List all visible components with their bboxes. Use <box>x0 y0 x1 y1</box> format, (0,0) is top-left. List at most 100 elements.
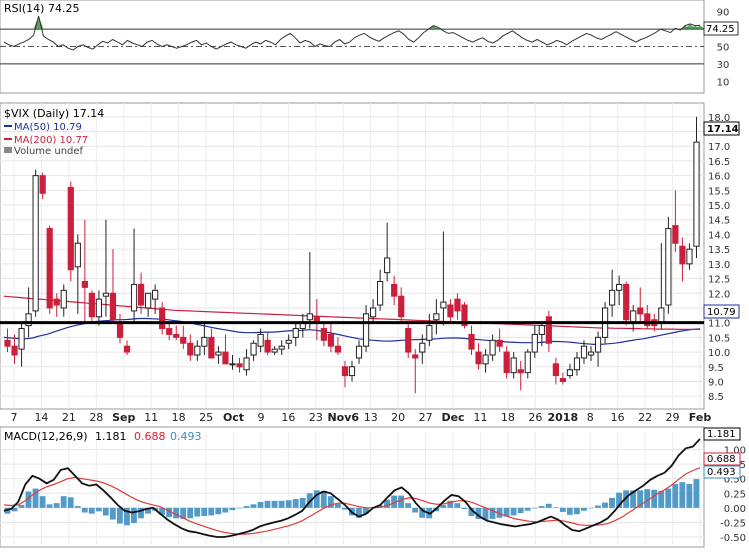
macd-histogram-bar <box>88 507 95 514</box>
x-axis-label: 27 <box>419 411 433 424</box>
candle-body <box>475 351 482 365</box>
candle <box>180 325 187 350</box>
candle <box>334 337 342 356</box>
candle <box>644 305 651 329</box>
macd-histogram-bar <box>356 507 362 518</box>
candle <box>187 334 194 361</box>
candle <box>475 343 482 370</box>
price-tick-label: 12.0 <box>708 289 730 300</box>
macd-histogram-bar <box>566 507 573 515</box>
macd-line <box>3 438 701 538</box>
x-axis-label: 14 <box>34 411 48 424</box>
x-axis-label: 11 <box>473 411 487 424</box>
candle-body <box>102 292 110 297</box>
signal-value-box <box>703 452 741 466</box>
macd-histogram-bar <box>609 497 615 508</box>
candle-body <box>447 304 454 318</box>
candle-body <box>250 342 257 356</box>
x-axis-label: 18 <box>501 411 515 424</box>
x-axis-label: 2018 <box>547 411 578 424</box>
candle-body <box>398 295 405 318</box>
candle <box>566 363 574 379</box>
candle <box>341 360 349 388</box>
ma50-price-label: 10.79 <box>707 307 736 318</box>
macd-histogram-bar <box>25 491 32 508</box>
macd-histogram-bar <box>545 503 552 508</box>
candle-body <box>285 339 292 344</box>
candle <box>264 331 271 356</box>
last-price-box <box>703 121 740 136</box>
candle <box>482 349 489 373</box>
candle-body <box>517 369 524 374</box>
macd-histogram-bar <box>95 507 102 512</box>
candle <box>88 290 95 323</box>
candle <box>222 334 229 365</box>
candle <box>517 360 524 391</box>
candle-body <box>306 313 313 321</box>
macd-histogram-bar <box>145 507 151 514</box>
candle <box>95 290 103 326</box>
candle <box>454 293 461 320</box>
macd-histogram-bar <box>440 504 447 508</box>
candle-body <box>32 175 39 312</box>
macd-histogram-bar <box>257 502 264 508</box>
candle-body <box>4 339 11 347</box>
price-tick-label: 17.0 <box>708 142 730 153</box>
price-tick-labels: 18.017.517.016.516.015.515.014.514.013.5… <box>708 113 730 403</box>
macd-histogram-bar <box>341 507 348 510</box>
macd-tick-label: 0.25 <box>724 489 746 500</box>
macd-histogram-bar <box>503 507 510 517</box>
candle <box>39 172 46 200</box>
candle-body <box>545 316 552 344</box>
candle-body <box>166 328 173 335</box>
rsi-legend: RSI(14) 74.25 <box>4 2 79 15</box>
rsi-tick-label: 30 <box>717 60 730 71</box>
macd-histogram-bar <box>651 489 658 508</box>
macd-histogram-bar <box>194 507 201 517</box>
candle-body <box>145 292 152 309</box>
macd-histogram-bar <box>531 507 538 509</box>
candle-body <box>454 298 461 312</box>
candle <box>510 352 517 379</box>
price-tick-label: 8.5 <box>708 392 724 403</box>
candle-body <box>362 313 370 347</box>
macd-histogram-bar <box>398 495 405 508</box>
candle-body <box>159 307 166 330</box>
candle <box>468 325 475 356</box>
candle <box>109 249 117 323</box>
candle <box>679 237 686 282</box>
candle <box>145 292 152 317</box>
macd-histogram-bar <box>131 507 137 523</box>
candle-body <box>538 325 545 335</box>
signal-value-label: 0.688 <box>707 454 736 465</box>
candle-body <box>60 289 67 309</box>
rsi-line <box>3 15 701 51</box>
candle <box>130 228 138 323</box>
macd-legend-title: MACD(12,26,9) <box>4 430 88 443</box>
candle <box>391 275 398 306</box>
candle <box>426 313 433 347</box>
candle-body <box>623 283 630 321</box>
macd-histogram-bar <box>419 507 426 518</box>
x-axis-label: 28 <box>89 411 103 424</box>
macd-tick-label: -0.50 <box>720 533 746 544</box>
macd-histogram-bar <box>405 503 412 508</box>
candle-body <box>271 348 278 353</box>
macd-histogram-bar <box>102 507 109 516</box>
macd-histogram-bar <box>187 507 194 519</box>
candle <box>327 322 335 353</box>
candle <box>552 357 559 385</box>
price-legend-title: $VIX (Daily) 17.14 <box>4 107 104 120</box>
x-axis-label: 13 <box>364 411 378 424</box>
candle-body <box>686 248 693 265</box>
macd-legend-hist: 0.493 <box>170 430 202 443</box>
macd-histogram-bar <box>377 505 383 508</box>
candle <box>461 302 468 329</box>
candle <box>355 340 363 364</box>
candle-body <box>341 366 349 377</box>
candle-body <box>594 336 602 353</box>
candle-body <box>123 345 131 353</box>
candle-body <box>39 175 46 194</box>
candle <box>369 299 377 323</box>
candle-body <box>489 339 496 356</box>
